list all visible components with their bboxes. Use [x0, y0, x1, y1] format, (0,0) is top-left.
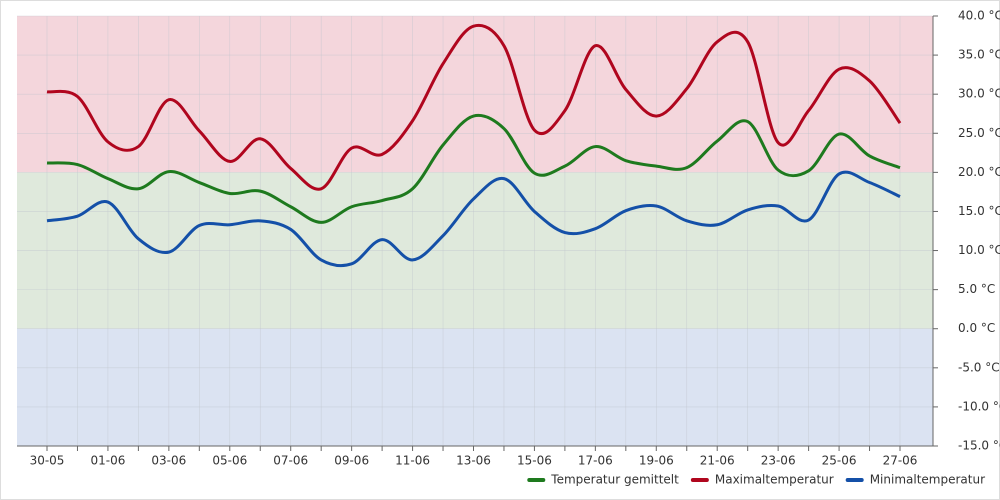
y-tick-label: 5.0 °C: [958, 282, 995, 296]
x-tick-label: 09-06: [334, 454, 369, 468]
x-tick-label: 25-06: [822, 454, 857, 468]
x-tick-label: 30-05: [30, 454, 65, 468]
legend-label: Minimaltemperatur: [870, 473, 985, 487]
y-tick-label: 35.0 °C: [958, 48, 1000, 62]
series-line: [46, 23, 902, 191]
x-tick-label: 11-06: [395, 454, 430, 468]
x-tick-label: 07-06: [273, 454, 308, 468]
y-tick-label: 0.0 °C: [958, 321, 995, 335]
x-tick-label: 01-06: [90, 454, 125, 468]
y-tick-label: -15.0 °C: [958, 439, 1000, 453]
background-band: [17, 328, 933, 446]
x-tick-label: 03-06: [151, 454, 186, 468]
series-line: [46, 170, 901, 268]
x-tick-label: 17-06: [578, 454, 613, 468]
legend-label: Temperatur gemittelt: [550, 473, 679, 487]
x-tick-label: 23-06: [761, 454, 796, 468]
x-tick-label: 21-06: [700, 454, 735, 468]
legend-label: Maximaltemperatur: [715, 473, 834, 487]
y-tick-label: 10.0 °C: [958, 243, 1000, 257]
x-tick-label: 19-06: [639, 454, 674, 468]
y-tick-label: -10.0 °C: [958, 399, 1000, 413]
y-tick-label: 20.0 °C: [958, 165, 1000, 179]
series-line: [46, 113, 901, 224]
legend: Minimaltemperatur Maximaltemperatur Temper…: [527, 473, 985, 487]
y-tick-label: 25.0 °C: [958, 126, 1000, 140]
y-tick-label: 30.0 °C: [958, 87, 1000, 101]
y-tick-label: 40.0 °C: [958, 9, 1000, 23]
x-tick-label: 05-06: [212, 454, 247, 468]
x-tick-label: 15-06: [517, 454, 552, 468]
x-tick-label: 27-06: [883, 454, 918, 468]
x-tick-label: 13-06: [456, 454, 491, 468]
y-tick-label: -5.0 °C: [958, 360, 1000, 374]
y-tick-label: 15.0 °C: [958, 204, 1000, 218]
